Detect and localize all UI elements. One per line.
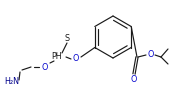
- Text: PH: PH: [52, 52, 62, 60]
- Text: O: O: [42, 63, 48, 72]
- Text: H₂N: H₂N: [5, 78, 19, 87]
- Text: O: O: [73, 54, 79, 63]
- Text: O: O: [131, 74, 137, 83]
- Text: S: S: [64, 34, 70, 43]
- Text: O: O: [148, 49, 154, 59]
